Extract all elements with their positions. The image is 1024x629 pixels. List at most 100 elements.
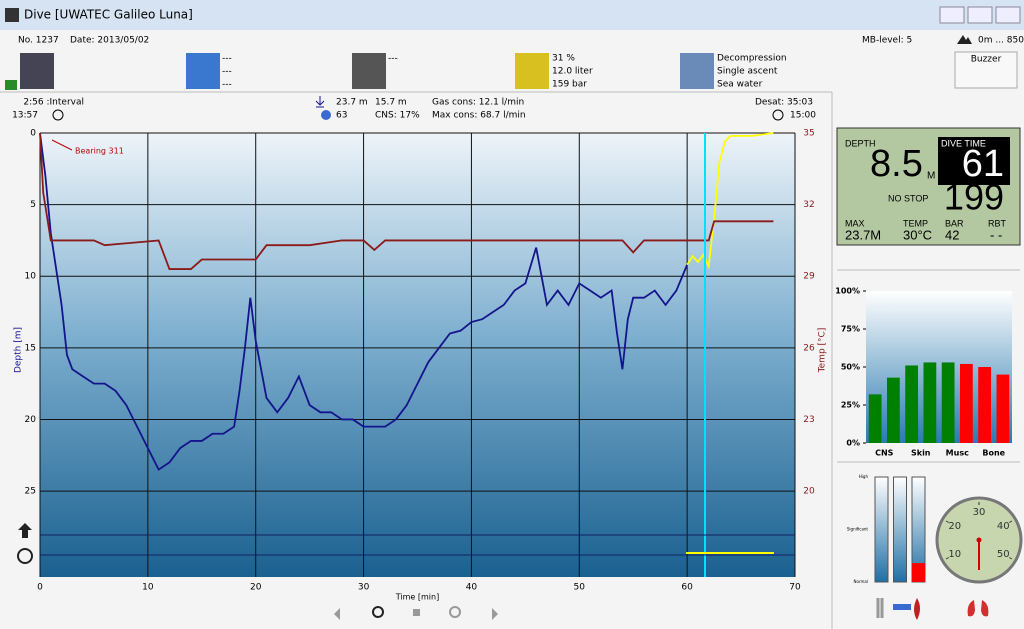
minimize-button[interactable] xyxy=(939,6,965,24)
avg-depth: 15.7 m xyxy=(375,98,407,108)
x-tick-label: 20 xyxy=(250,583,262,593)
bar xyxy=(886,377,900,443)
y-tick-label: 0% xyxy=(846,439,860,448)
weather-1: --- xyxy=(222,54,232,64)
dive-2: Single ascent xyxy=(717,67,778,77)
x-tick-label: 70 xyxy=(789,583,801,593)
dive-number: No. 1237 xyxy=(18,36,59,46)
lcd-stop-label: NO STOP xyxy=(888,193,928,203)
weather-3: --- xyxy=(222,80,232,90)
x-tick-label: 0 xyxy=(37,583,43,593)
dive-3: Sea water xyxy=(717,80,763,90)
x-tick-label: Bone xyxy=(982,449,1005,458)
dive-time: 13:57 xyxy=(12,111,38,121)
bar xyxy=(978,367,992,443)
y-tick-label: 5 xyxy=(30,200,36,210)
lcd-temp-label: TEMP xyxy=(903,218,928,228)
zoom-out-button[interactable] xyxy=(449,606,461,618)
bar xyxy=(959,363,973,443)
no-fly: 15:00 xyxy=(790,111,816,121)
tank-2: 12.0 liter xyxy=(552,67,593,77)
series-line xyxy=(39,132,688,471)
plot-area xyxy=(40,133,795,577)
no-fly-icon xyxy=(772,109,784,121)
y-tick-label: 25% xyxy=(841,401,860,410)
lcd-bar-label: BAR xyxy=(945,218,964,228)
max-cons: Max cons: 68.7 l/min xyxy=(432,111,526,121)
clock-icon xyxy=(52,109,64,121)
x-tick-label: 50 xyxy=(574,583,586,593)
dive-type-icon[interactable] xyxy=(680,53,714,89)
tank-icon[interactable] xyxy=(515,53,549,89)
lcd-time-label: DIVE TIME xyxy=(941,138,986,148)
cns-icon xyxy=(321,110,331,120)
y2-tick-label: 23 xyxy=(803,415,814,425)
lungs-icon xyxy=(967,600,989,617)
desat: Desat: 35:03 xyxy=(755,98,813,108)
y2-tick-label: 35 xyxy=(803,129,814,139)
y-tick-label: High xyxy=(859,474,869,479)
bar xyxy=(996,374,1010,443)
maximize-button[interactable] xyxy=(967,6,993,24)
lcd-time: 61 xyxy=(962,143,1004,185)
series-line xyxy=(39,132,774,270)
x-tick-label: 10 xyxy=(142,583,154,593)
tank-3: 159 bar xyxy=(552,80,587,90)
weather-icon[interactable] xyxy=(186,53,220,89)
x-tick-label: Musc xyxy=(946,449,969,458)
lcd-bar: 42 xyxy=(945,227,959,242)
y2-tick-label: 32 xyxy=(803,200,814,210)
lcd-rbt: - - xyxy=(990,227,1002,242)
depth-icon xyxy=(315,96,325,108)
gauge-tick-label: 50 xyxy=(997,549,1010,560)
camera-icon[interactable] xyxy=(352,53,386,89)
y-tick-label: 75% xyxy=(841,325,860,334)
zoom-in-button[interactable] xyxy=(372,606,384,618)
tube xyxy=(893,476,907,583)
buzzer-box[interactable] xyxy=(954,51,1018,89)
gauge-tick xyxy=(1009,557,1013,560)
tissue-chart: 0% 25% 50% 75% 100% CNS Skin Musc Bone xyxy=(835,287,1010,458)
y-tick-label: 25 xyxy=(25,487,36,497)
dive-1: Decompression xyxy=(717,54,787,64)
x-tick-label: Skin xyxy=(911,449,931,458)
buzzer: Buzzer xyxy=(971,55,1002,65)
lcd-max-label: MAX xyxy=(845,218,865,228)
bar xyxy=(923,362,937,443)
y-tick-label: 10 xyxy=(25,272,37,282)
y-tick-label: 15 xyxy=(25,343,36,353)
next-button[interactable] xyxy=(492,608,498,620)
cns: CNS: 17% xyxy=(375,111,420,121)
app-icon xyxy=(5,8,19,22)
bar xyxy=(941,362,955,443)
y-tick-label: 50% xyxy=(841,363,860,372)
gauge: 10 20 30 40 50 xyxy=(935,496,1023,584)
altitude: 0m ... 850m xyxy=(978,36,1024,46)
annotation-line xyxy=(51,139,73,151)
y2-tick-label: 20 xyxy=(803,487,815,497)
stop-button[interactable] xyxy=(413,609,420,616)
lcd-depth: 8.5 xyxy=(870,143,923,185)
gauge-tick-label: 20 xyxy=(948,521,961,532)
expand-button[interactable] xyxy=(5,80,17,90)
clock-icon xyxy=(17,548,33,564)
buddy-photo[interactable] xyxy=(20,53,54,89)
y2-tick-label: 26 xyxy=(803,343,815,353)
tube-fill xyxy=(912,563,925,582)
legend-icon xyxy=(893,604,911,610)
profile-chart: 0 10 20 30 40 50 60 70 0 5 10 15 20 25 35 32 29 26 23 20 Tim… xyxy=(14,129,828,602)
prev-button[interactable] xyxy=(334,608,340,620)
x-axis-title: Time [min] xyxy=(395,593,439,602)
mb-level: MB-level: 5 xyxy=(862,36,912,46)
title-bar xyxy=(0,0,1024,30)
window-title: Dive [UWATEC Galileo Luna] xyxy=(24,8,193,22)
close-button[interactable] xyxy=(995,6,1021,24)
y-tick-label: 20 xyxy=(25,415,37,425)
gauge-tick xyxy=(945,520,949,523)
series-line xyxy=(686,132,774,270)
x-tick-label: 40 xyxy=(466,583,478,593)
ascent-icon xyxy=(18,523,32,538)
y-tick-label: 0 xyxy=(30,129,36,139)
